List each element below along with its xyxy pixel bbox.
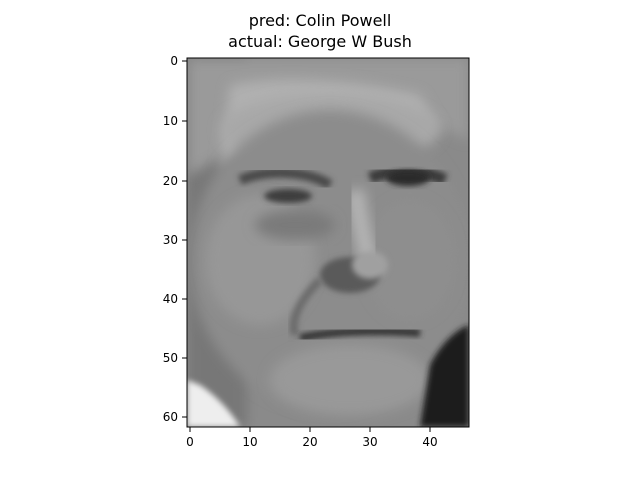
y-tick-60: 60 — [163, 410, 187, 424]
y-tick-label-0: 0 — [170, 54, 178, 68]
x-tick-10: 10 — [242, 427, 258, 449]
x-tick-label-40: 40 — [422, 435, 437, 449]
x-tick-20: 20 — [302, 427, 318, 449]
y-tick-50: 50 — [163, 351, 187, 365]
x-tick-label-10: 10 — [242, 435, 257, 449]
y-tick-10: 10 — [163, 114, 187, 128]
y-tick-40: 40 — [163, 292, 187, 306]
y-tick-0: 0 — [170, 54, 187, 68]
x-tick-0: 0 — [186, 427, 194, 449]
y-tick-20: 20 — [163, 174, 187, 188]
axes-frame — [186, 57, 470, 428]
x-tick-40: 40 — [422, 427, 438, 449]
x-tick-label-0: 0 — [186, 435, 194, 449]
y-tick-label-50: 50 — [163, 351, 178, 365]
x-tick-30: 30 — [362, 427, 378, 449]
title-actual: actual: George W Bush — [228, 32, 412, 51]
face-image — [187, 58, 469, 427]
title-pred: pred: Colin Powell — [248, 11, 392, 30]
x-axis: 0 10 20 30 40 — [186, 427, 438, 449]
y-tick-30: 30 — [163, 233, 187, 247]
y-tick-label-20: 20 — [163, 174, 178, 188]
y-tick-label-40: 40 — [163, 292, 178, 306]
x-tick-label-30: 30 — [362, 435, 377, 449]
y-tick-label-60: 60 — [163, 410, 178, 424]
y-tick-label-10: 10 — [163, 114, 178, 128]
x-tick-label-20: 20 — [302, 435, 317, 449]
y-tick-label-30: 30 — [163, 233, 178, 247]
y-axis: 0 10 20 30 40 50 60 — [163, 54, 187, 424]
